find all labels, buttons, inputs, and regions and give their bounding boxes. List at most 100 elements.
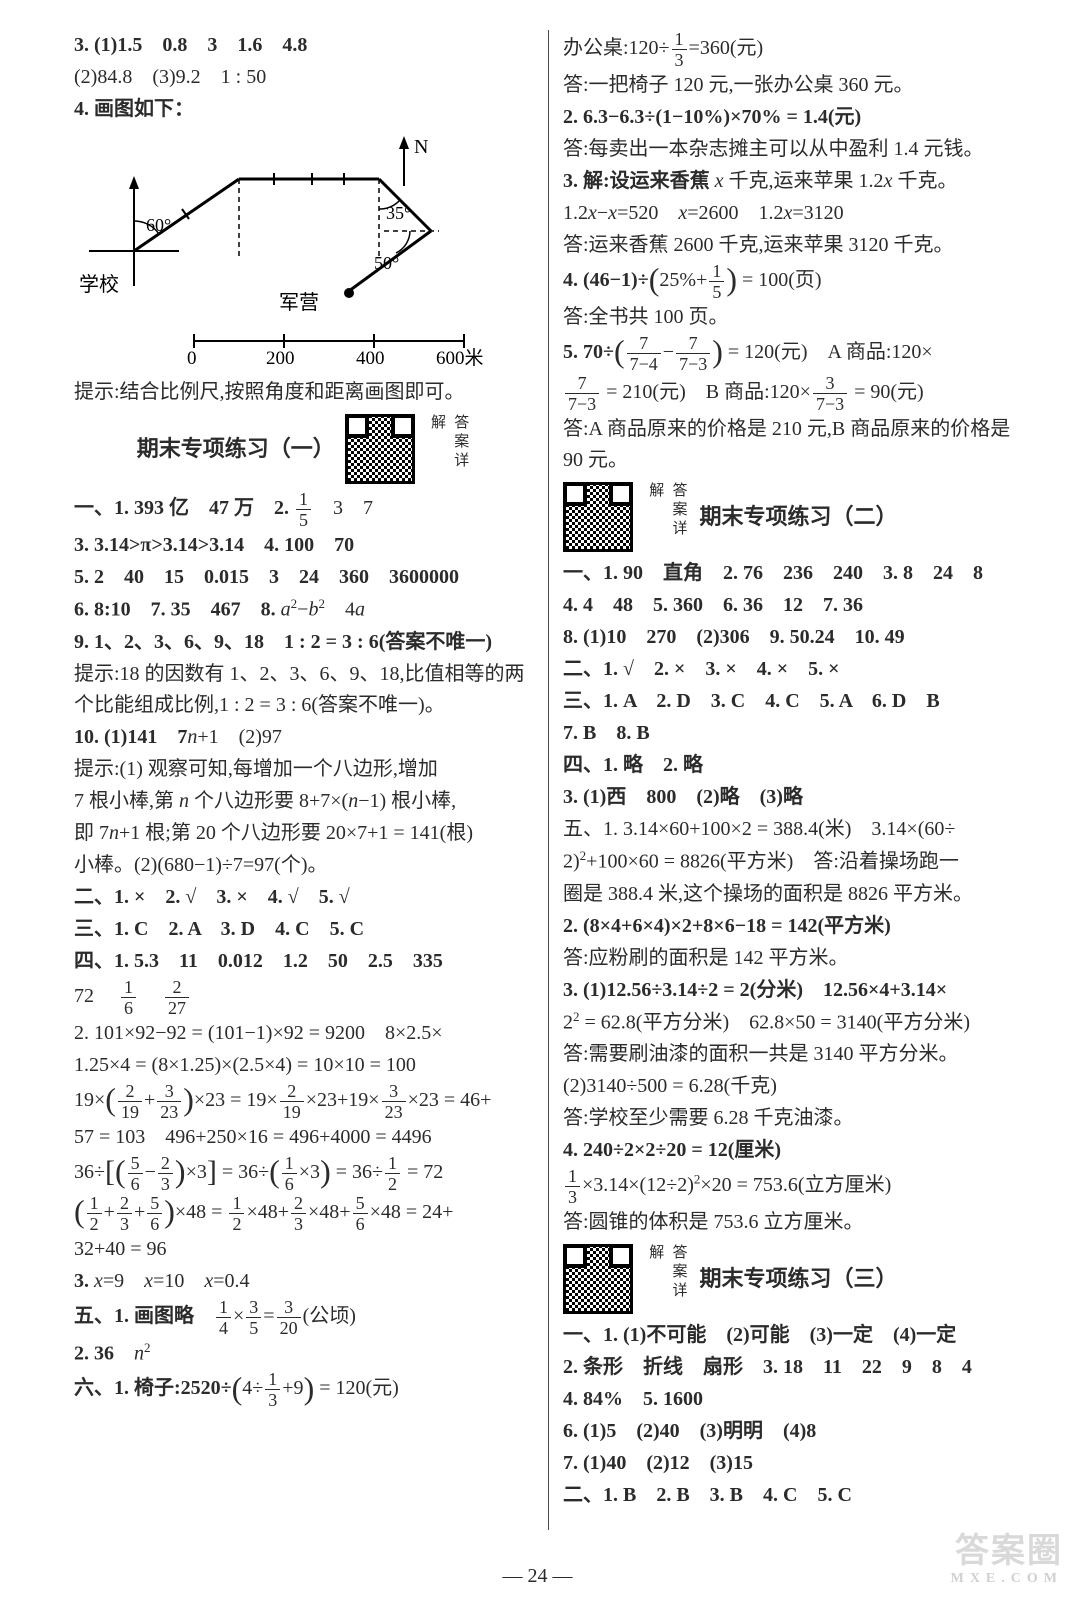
section-title: 期末专项练习（一）: [137, 432, 335, 466]
text-line: 答:一把椅子 120 元,一张办公桌 360 元。: [563, 70, 1021, 101]
text-line: 19×(219+323)×23 = 19×219×23+19×323×23 = …: [74, 1082, 534, 1121]
text-line: 一、1. (1)不可能 (2)可能 (3)一定 (4)一定: [563, 1320, 1021, 1351]
qr-label: 答案详解: [643, 482, 690, 552]
text-line: 5. 70÷(77−4−77−3) = 120(元) A 商品:120×: [563, 334, 1021, 373]
section-header-row: 答案详解 期末专项练习（三）: [563, 1244, 1021, 1314]
text-line: 3. 解:设运来香蕉 x 千克,运来苹果 1.2x 千克。: [563, 166, 1021, 197]
text-line: 22 = 62.8(平方分米) 62.8×50 = 3140(平方分米): [563, 1007, 1021, 1039]
text-line: 五、1. 3.14×60+100×2 = 388.4(米) 3.14×(60÷: [563, 814, 1021, 845]
text-line: 圈是 388.4 米,这个操场的面积是 8826 平方米。: [563, 879, 1021, 910]
page-footer: — 24 —: [0, 1561, 1075, 1592]
text-line: 13×3.14×(12÷2)2×20 = 753.6(立方厘米): [563, 1167, 1021, 1206]
text-line: 三、1. A 2. D 3. C 4. C 5. A 6. D B: [563, 686, 1021, 717]
hint-line: 提示:18 的因数有 1、2、3、6、9、18,比值相等的两个比能组成比例,1 …: [74, 659, 534, 721]
text-line: 2)2+100×60 = 8826(平方米) 答:沿着操场跑一: [563, 846, 1021, 878]
text-line: 二、1. B 2. B 3. B 4. C 5. C: [563, 1480, 1021, 1511]
left-column: 3. (1)1.5 0.8 3 1.6 4.8 (2)84.8 (3)9.2 1…: [60, 30, 549, 1530]
svg-text:50°: 50°: [374, 253, 399, 273]
north-label: N: [414, 136, 428, 158]
text-line: 答:全书共 100 页。: [563, 302, 1021, 333]
text-line: 36÷[(56−23)×3] = 36÷(16×3) = 36÷12 = 72: [74, 1154, 534, 1193]
text-line: 32+40 = 96: [74, 1234, 534, 1265]
svg-text:35°: 35°: [386, 203, 411, 223]
watermark-sub: MXE.COM: [951, 1571, 1063, 1586]
svg-text:学校: 学校: [79, 273, 119, 296]
hint-line: 小棒。(2)(680−1)÷7=97(个)。: [74, 850, 534, 881]
text-line: 2. 101×92−92 = (101−1)×92 = 9200 8×2.5×: [74, 1018, 534, 1049]
text-line: 3. (1)1.5 0.8 3 1.6 4.8: [74, 30, 534, 61]
text-line: 四、1. 略 2. 略: [563, 750, 1021, 781]
text-line: 1.25×4 = (8×1.25)×(2.5×4) = 10×10 = 100: [74, 1050, 534, 1081]
text-line: 3. 3.14>π>3.14>3.14 4. 100 70: [74, 530, 534, 561]
text-line: 4. 4 48 5. 360 6. 36 12 7. 36: [563, 590, 1021, 621]
text-line: 3. x=9 x=10 x=0.4: [74, 1266, 534, 1297]
hint-line: 7 根小棒,第 n 个八边形要 8+7×(n−1) 根小棒,: [74, 786, 534, 817]
qr-label: 答案详解: [425, 414, 472, 484]
text-line: 2. 36 n2: [74, 1338, 534, 1370]
text-line: 三、1. C 2. A 3. D 4. C 5. C: [74, 914, 534, 945]
text-line: (2)3140÷500 = 6.28(千克): [563, 1071, 1021, 1102]
text-line: 10. (1)141 7n+1 (2)97: [74, 722, 534, 753]
text-line: 答:学校至少需要 6.28 千克油漆。: [563, 1103, 1021, 1134]
text-line: 2. (8×4+6×4)×2+8×6−18 = 142(平方米): [563, 911, 1021, 942]
hint-line: 提示:结合比例尺,按照角度和距离画图即可。: [74, 377, 534, 408]
qr-code-icon: [563, 1244, 633, 1314]
text-line: 9. 1、2、3、6、9、18 1 : 2 = 3 : 6(答案不唯一): [74, 627, 534, 658]
text-line: 四、1. 5.3 11 0.012 1.2 50 2.5 335: [74, 946, 534, 977]
text-line: 3. (1)12.56÷3.14÷2 = 2(分米) 12.56×4+3.14×: [563, 975, 1021, 1006]
hint-line: 提示:(1) 观察可知,每增加一个八边形,增加: [74, 754, 534, 785]
svg-text:400: 400: [356, 348, 385, 369]
text-line: 4. (46−1)÷(25%+15) = 100(页): [563, 262, 1021, 301]
watermark: 答案圈 MXE.COM: [951, 1533, 1063, 1586]
text-line: 77−3 = 210(元) B 商品:120×37−3 = 90(元): [563, 374, 1021, 413]
qr-label: 答案详解: [643, 1244, 690, 1314]
section-title: 期末专项练习（三）: [700, 1262, 898, 1296]
text-line: 一、1. 393 亿 47 万 2. 15 3 7: [74, 490, 534, 529]
section-header-row: 期末专项练习（一） 答案详解: [74, 414, 534, 484]
svg-text:600米: 600米: [436, 347, 484, 369]
text-line: 答:圆锥的体积是 753.6 立方厘米。: [563, 1207, 1021, 1238]
right-column: 办公桌:120÷13=360(元) 答:一把椅子 120 元,一张办公桌 360…: [549, 30, 1035, 1530]
text-line: 答:应粉刷的面积是 142 平方米。: [563, 943, 1021, 974]
text-line: 答:需要刷油漆的面积一共是 3140 平方分米。: [563, 1039, 1021, 1070]
text-line: 6. (1)5 (2)40 (3)明明 (4)8: [563, 1416, 1021, 1447]
watermark-main: 答案圈: [951, 1533, 1063, 1570]
text-line: 7. B 8. B: [563, 718, 1021, 749]
text-line: 7. (1)40 (2)12 (3)15: [563, 1448, 1021, 1479]
qr-code-icon: [345, 414, 415, 484]
text-line: 1.2x−x=520 x=2600 1.2x=3120: [563, 198, 1021, 229]
svg-text:60°: 60°: [146, 215, 171, 235]
svg-text:200: 200: [266, 348, 295, 369]
text-line: 3. (1)西 800 (2)略 (3)略: [563, 782, 1021, 813]
text-line: (12+23+56)×48 = 12×48+23×48+56×48 = 24+: [74, 1194, 534, 1233]
text-line: 4. 84% 5. 1600: [563, 1384, 1021, 1415]
text-line: 一、1. 90 直角 2. 76 236 240 3. 8 24 8: [563, 558, 1021, 589]
text-line: 4. 240÷2×2÷20 = 12(厘米): [563, 1135, 1021, 1166]
text-line: 2. 条形 折线 扇形 3. 18 11 22 9 8 4: [563, 1352, 1021, 1383]
svg-text:0: 0: [187, 348, 197, 369]
text-line: 六、1. 椅子:2520÷(4÷13+9) = 120(元): [74, 1370, 534, 1409]
page-columns: 3. (1)1.5 0.8 3 1.6 4.8 (2)84.8 (3)9.2 1…: [0, 0, 1075, 1540]
text-line: 二、1. × 2. √ 3. × 4. √ 5. √: [74, 882, 534, 913]
text-line: 5. 2 40 15 0.015 3 24 360 3600000: [74, 562, 534, 593]
text-line: 答:A 商品原来的价格是 210 元,B 商品原来的价格是 90 元。: [563, 414, 1021, 476]
svg-text:军营: 军营: [279, 291, 319, 314]
text-line: 6. 8:10 7. 35 467 8. a2−b2 4a: [74, 594, 534, 626]
text-line: 五、1. 画图略 14×35=320(公顷): [74, 1298, 534, 1337]
diagram-svg: N 学校 军营 60° 35°: [74, 131, 534, 371]
qr-code-icon: [563, 482, 633, 552]
text-line: 2. 6.3−6.3÷(1−10%)×70% = 1.4(元): [563, 102, 1021, 133]
text-line: (2)84.8 (3)9.2 1 : 50: [74, 62, 534, 93]
route-diagram: N 学校 军营 60° 35°: [74, 131, 534, 371]
text-line: 答:运来香蕉 2600 千克,运来苹果 3120 千克。: [563, 230, 1021, 261]
text-line: 8. (1)10 270 (2)306 9. 50.24 10. 49: [563, 622, 1021, 653]
section-title: 期末专项练习（二）: [700, 500, 898, 534]
hint-line: 即 7n+1 根;第 20 个八边形要 20×7+1 = 141(根): [74, 818, 534, 849]
text-line: 办公桌:120÷13=360(元): [563, 30, 1021, 69]
text-line: 4. 画图如下：: [74, 94, 534, 125]
text-line: 答:每卖出一本杂志摊主可以从中盈利 1.4 元钱。: [563, 134, 1021, 165]
text-line: 72 16 227: [74, 978, 534, 1017]
section-header-row: 答案详解 期末专项练习（二）: [563, 482, 1021, 552]
text-line: 57 = 103 496+250×16 = 496+4000 = 4496: [74, 1122, 534, 1153]
text-line: 二、1. √ 2. × 3. × 4. × 5. ×: [563, 654, 1021, 685]
